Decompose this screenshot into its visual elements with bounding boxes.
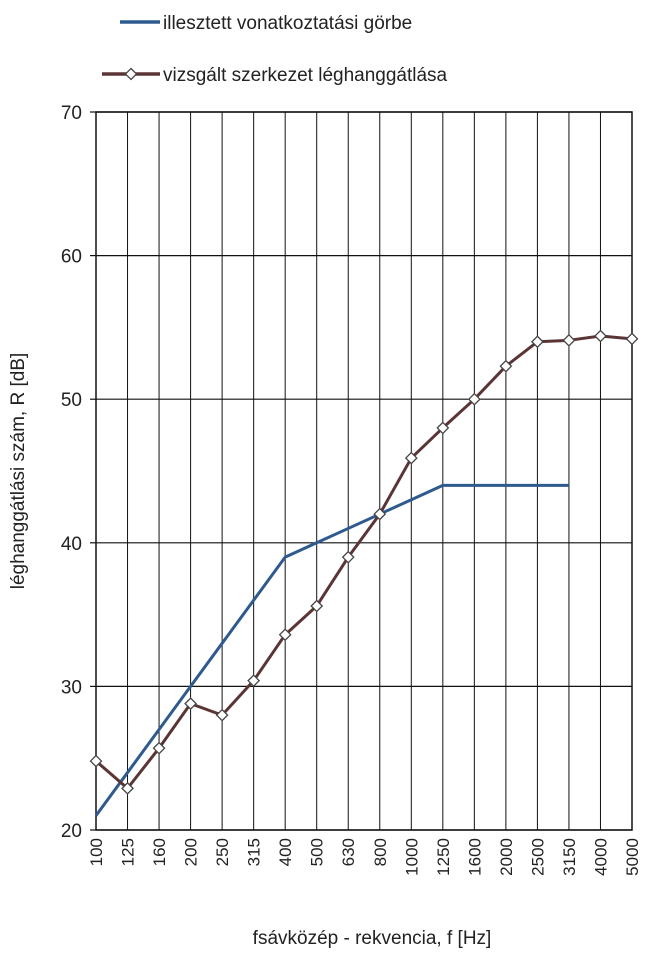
x-tick-label: 4000 (591, 838, 610, 876)
x-tick-label: 500 (308, 838, 327, 866)
x-tick-label: 315 (245, 838, 264, 866)
series-2 (89, 329, 639, 795)
x-tick-label: 250 (213, 838, 232, 866)
legend-label: illesztett vonatkoztatási görbe (163, 13, 412, 34)
y-tick-label: 20 (61, 821, 82, 842)
series-line (95, 334, 633, 790)
y-tick-label: 70 (61, 103, 82, 124)
x-tick-label: 2000 (497, 838, 516, 876)
legend-label: vizsgált szerkezet léghanggátlása (163, 65, 448, 86)
x-tick-label: 125 (119, 838, 138, 866)
chart-grid (90, 111, 633, 831)
data-point-marker (530, 335, 544, 349)
x-tick-label: 5000 (623, 838, 642, 876)
data-point-marker (436, 421, 450, 435)
data-point-marker (562, 333, 576, 347)
x-tick-label: 1600 (465, 838, 484, 876)
y-tick-label: 30 (61, 677, 82, 698)
data-point-marker (625, 332, 639, 346)
data-point-marker (247, 674, 261, 688)
x-tick-label: 100 (87, 838, 106, 866)
x-tick-labels: 100 125 160 200 250 315 400 500 630 800 1000 1250 16… (87, 838, 642, 876)
legend-item: illesztett vonatkoztatási görbe (120, 13, 412, 34)
series-layer (89, 329, 639, 817)
x-tick-label: 2500 (528, 838, 547, 876)
data-point-marker (404, 451, 418, 465)
x-tick-label: 1250 (434, 838, 453, 876)
data-point-marker (373, 507, 387, 521)
data-point-marker (184, 697, 198, 711)
data-point-marker (310, 599, 324, 613)
y-tick-label: 40 (61, 534, 82, 555)
legend-item: vizsgált szerkezet léghanggátlása (102, 65, 448, 86)
y-tick-labels: 20 30 40 50 60 70 (61, 103, 82, 842)
y-axis-label: léghanggátlási szám, R [dB] (8, 353, 29, 590)
data-point-marker (467, 392, 481, 406)
data-point-marker (341, 550, 355, 564)
data-point-marker (152, 741, 166, 755)
data-point-marker (89, 754, 103, 768)
series-1 (94, 483, 569, 817)
x-tick-label: 1000 (402, 838, 421, 876)
data-point-marker (278, 628, 292, 642)
legend: illesztett vonatkoztatási görbe vizsgált … (102, 13, 448, 86)
x-tick-label: 400 (276, 838, 295, 866)
x-tick-label: 160 (150, 838, 169, 866)
x-tick-label: 630 (339, 838, 358, 866)
x-tick-label: 800 (371, 838, 390, 866)
series-line (94, 483, 569, 817)
legend-marker (124, 67, 138, 81)
x-axis-label: fsávközép - rekvencia, f [Hz] (253, 928, 492, 949)
x-tick-label: 200 (182, 838, 201, 866)
x-tick-label: 3150 (560, 838, 579, 876)
y-tick-label: 50 (61, 390, 82, 411)
y-tick-label: 60 (61, 247, 82, 268)
data-point-marker (215, 708, 229, 722)
data-point-marker (121, 781, 134, 795)
data-point-marker (499, 359, 513, 373)
data-point-marker (594, 329, 607, 343)
